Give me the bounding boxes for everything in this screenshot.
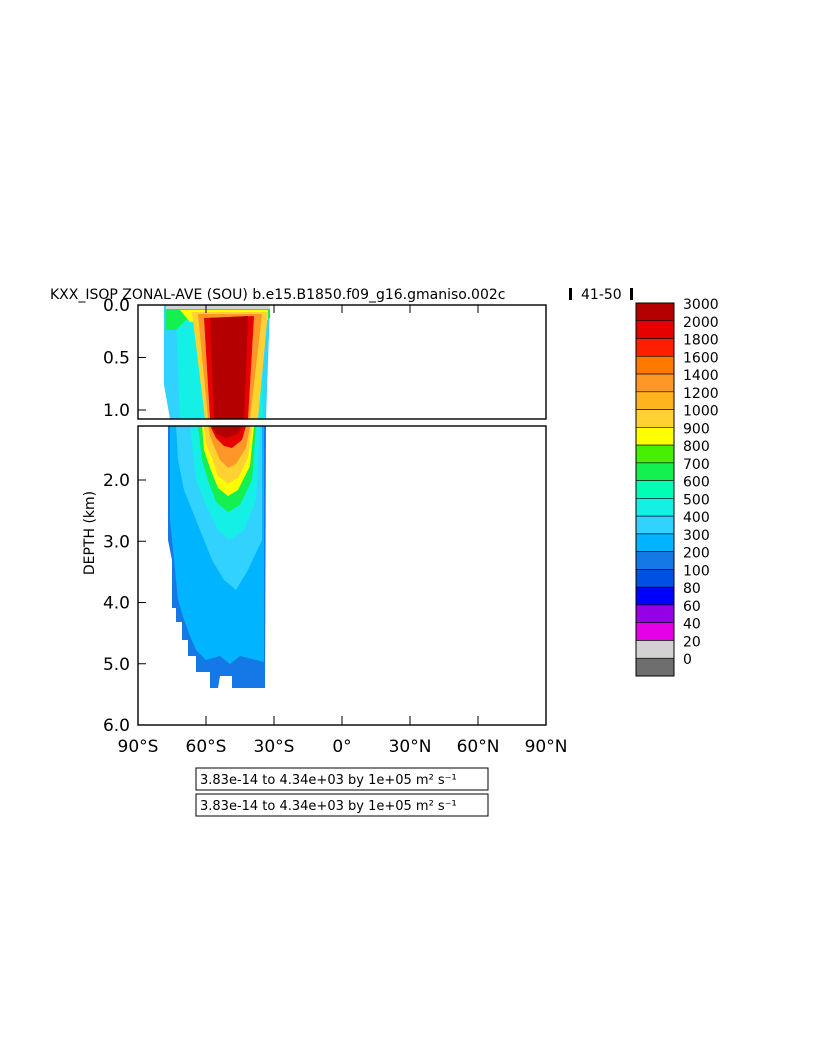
upper-field-darkred <box>210 316 248 419</box>
colorbar-swatch <box>635 444 675 464</box>
y-lower-tick-label: 3.0 <box>103 532 130 552</box>
colorbar-swatch <box>635 480 675 499</box>
range-box-2 <box>195 793 489 817</box>
upper-field-gray-strip <box>166 305 270 309</box>
x-tick-label: 90°S <box>118 737 159 757</box>
colorbar-label: 0 <box>683 652 692 668</box>
colorbar <box>635 302 675 677</box>
colorbar-label: 300 <box>683 528 710 544</box>
colorbar-label: 700 <box>683 457 710 473</box>
range-box-1 <box>195 767 489 791</box>
colorbar-label: 600 <box>683 475 710 491</box>
lower-field-darkred <box>212 426 242 438</box>
x-tick-label: 30°S <box>254 737 295 757</box>
colorbar-frame <box>635 302 675 677</box>
colorbar-swatch <box>635 320 675 339</box>
colorbar-label: 20 <box>683 634 701 650</box>
range-box-2-text: 3.83e-14 to 4.34e+03 by 1e+05 m² s⁻¹ <box>200 799 457 814</box>
y-axis-lower: 2.0 3.0 4.0 5.0 6.0 <box>103 471 146 736</box>
colorbar-swatch <box>635 586 675 606</box>
x-tick-label: 0° <box>332 737 351 757</box>
y-upper-tick-label: 0.0 <box>103 296 130 316</box>
y-axis-label: DEPTH (km) <box>82 491 98 575</box>
colorbar-swatch <box>635 533 675 552</box>
x-axis: 90°S 60°S 30°S 0° 30°N 60°N 90°N <box>118 305 568 757</box>
colorbar-swatch <box>635 373 675 393</box>
x-tick-label: 60°S <box>186 737 227 757</box>
y-lower-tick-label: 6.0 <box>103 716 130 736</box>
colorbar-swatch <box>635 302 675 322</box>
years-bracket-right <box>630 288 633 300</box>
colorbar-swatch <box>635 338 675 357</box>
colorbar-swatch <box>635 551 675 570</box>
years-label: 41-50 <box>581 287 622 303</box>
colorbar-label: 1200 <box>683 386 719 402</box>
colorbar-label: 500 <box>683 492 710 508</box>
colorbar-label: 100 <box>683 563 710 579</box>
colorbar-swatch <box>635 409 675 428</box>
y-lower-tick-label: 5.0 <box>103 655 130 675</box>
lower-panel-field <box>168 426 266 688</box>
colorbar-label: 200 <box>683 546 710 562</box>
colorbar-swatch <box>635 569 675 588</box>
colorbar-label: 60 <box>683 599 701 615</box>
colorbar-label: 1000 <box>683 404 719 420</box>
colorbar-label: 2000 <box>683 315 719 331</box>
colorbar-swatch <box>635 640 675 659</box>
colorbar-swatch <box>635 462 675 481</box>
colorbar-label: 80 <box>683 581 701 597</box>
colorbar-swatch <box>635 427 675 446</box>
colorbar-label: 3000 <box>683 297 719 313</box>
colorbar-label: 900 <box>683 421 710 437</box>
colorbar-label: 1800 <box>683 333 719 349</box>
colorbar-labels: 3000200018001600140012001000900800700600… <box>683 297 719 668</box>
x-tick-label: 30°N <box>389 737 432 757</box>
colorbar-swatch <box>635 498 675 517</box>
y-upper-tick-label: 0.5 <box>103 349 130 369</box>
y-lower-tick-label: 2.0 <box>103 471 130 491</box>
colorbar-label: 40 <box>683 617 701 633</box>
range-box-1-text: 3.83e-14 to 4.34e+03 by 1e+05 m² s⁻¹ <box>200 773 457 788</box>
colorbar-label: 1600 <box>683 350 719 366</box>
years-bracket-left <box>569 288 572 300</box>
chart-title: KXX_ISOP ZONAL-AVE (SOU) b.e15.B1850.f09… <box>50 287 505 303</box>
colorbar-swatch <box>635 515 675 535</box>
colorbar-label: 400 <box>683 510 710 526</box>
x-tick-label: 90°N <box>525 737 568 757</box>
y-upper-tick-label: 1.0 <box>103 401 130 421</box>
y-axis-upper: 0.0 0.5 1.0 <box>103 296 146 421</box>
colorbar-swatch <box>635 604 675 624</box>
upper-panel-field <box>164 305 270 419</box>
colorbar-swatch <box>635 391 675 410</box>
colorbar-label: 800 <box>683 439 710 455</box>
colorbar-label: 1400 <box>683 368 719 384</box>
y-lower-tick-label: 4.0 <box>103 594 130 614</box>
x-tick-label: 60°N <box>457 737 500 757</box>
colorbar-swatch <box>635 657 675 677</box>
colorbar-swatch <box>635 355 675 375</box>
colorbar-swatch <box>635 622 675 641</box>
